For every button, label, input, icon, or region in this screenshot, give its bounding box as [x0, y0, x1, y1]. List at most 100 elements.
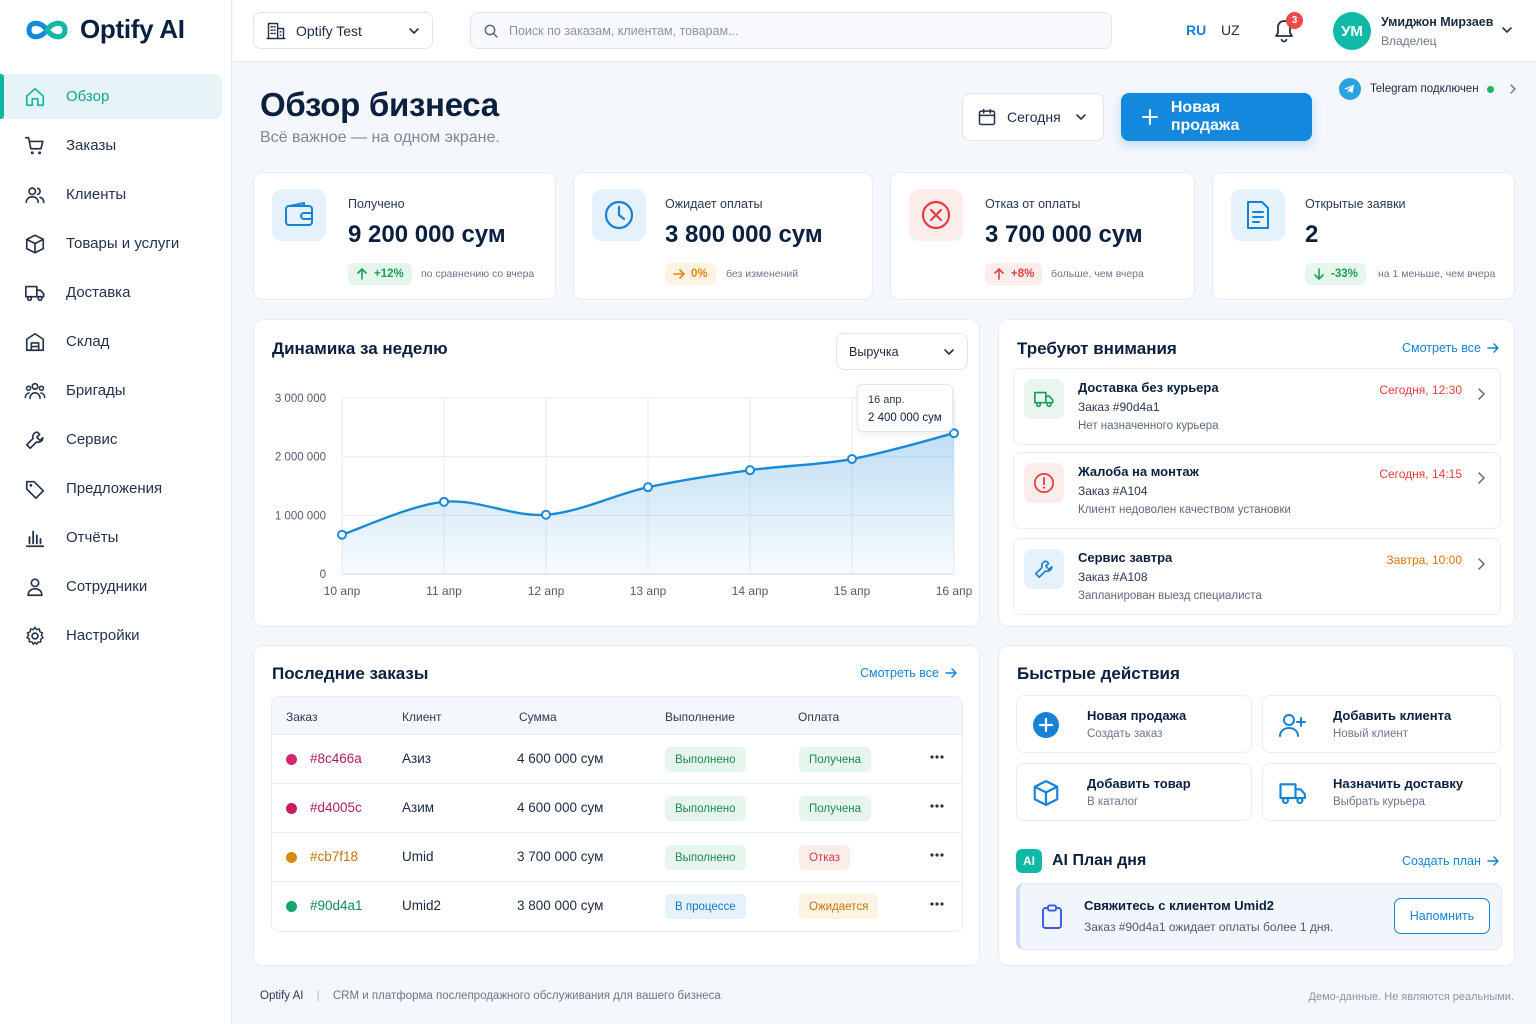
search-icon [484, 24, 498, 38]
truck-icon [1279, 783, 1306, 805]
truck-icon [1034, 391, 1054, 408]
quick-action-assign-delivery[interactable]: Назначить доставку Выбрать курьера [1262, 763, 1501, 821]
column-header[interactable]: Клиент [402, 710, 442, 724]
clipboard-icon [1042, 904, 1062, 929]
logo[interactable]: Optify AI [22, 14, 185, 45]
more-icon[interactable] [930, 902, 944, 906]
stat-value: 2 [1305, 221, 1319, 248]
column-header[interactable]: Заказ [286, 710, 318, 724]
search-input[interactable] [509, 23, 1069, 38]
ai-plan-title: AI План дня [1052, 852, 1147, 869]
column-header[interactable]: Выполнение [665, 710, 735, 724]
table-row[interactable]: #8c466a Азиз 4 600 000 сум Выполнено Пол… [272, 735, 962, 784]
wrench-icon [1034, 560, 1053, 579]
order-id-link[interactable]: #cb7f18 [310, 849, 359, 864]
metric-select[interactable]: Выручка [836, 333, 968, 370]
ai-task: Свяжитесь с клиентом Umid2 Заказ #90d4a1… [1016, 883, 1502, 950]
avatar[interactable]: УМ [1333, 12, 1371, 50]
chart-point[interactable] [949, 428, 959, 439]
attention-item-time: Сегодня, 14:15 [1379, 467, 1462, 481]
table-row[interactable]: #d4005c Азим 4 600 000 сум Выполнено Пол… [272, 784, 962, 833]
sidebar-item-label: Склад [66, 333, 110, 350]
sidebar-item-teams[interactable]: Бригады [0, 368, 232, 413]
chart-point[interactable] [643, 482, 653, 493]
orders-view-all-link[interactable]: Смотреть все [860, 666, 957, 680]
sidebar-item-label: Товары и услуги [66, 235, 180, 252]
chevron-down-icon[interactable] [1501, 24, 1513, 36]
notification-badge: 3 [1286, 12, 1303, 29]
sidebar-item-offers[interactable]: Предложения [0, 466, 232, 511]
chart-point[interactable] [847, 454, 857, 465]
telegram-icon [1339, 78, 1361, 100]
lang-uz[interactable]: UZ [1221, 22, 1240, 38]
attention-icon-box [1024, 549, 1064, 589]
user-name: Умиджон Мирзаев [1381, 15, 1494, 29]
quick-action-sub: Выбрать курьера [1333, 796, 1425, 808]
order-id-link[interactable]: #d4005c [310, 800, 362, 815]
more-icon[interactable] [930, 853, 944, 857]
quick-action-new-sale[interactable]: Новая продажа Создать заказ [1016, 695, 1252, 753]
quick-action-add-product[interactable]: Добавить товар В каталог [1016, 763, 1252, 821]
table-row[interactable]: #cb7f18 Umid 3 700 000 сум Выполнено Отк… [272, 833, 962, 882]
order-id-link[interactable]: #8c466a [310, 751, 362, 766]
arrow-right-icon [945, 668, 957, 678]
x-tick-label: 13 апр [630, 584, 667, 598]
create-plan-link[interactable]: Создать план [1402, 854, 1499, 868]
attention-item-desc: Клиент недоволен качеством установки [1078, 504, 1291, 516]
org-selector[interactable]: Optify Test [253, 12, 433, 49]
attention-view-all-link[interactable]: Смотреть все [1402, 341, 1499, 355]
more-icon[interactable] [930, 755, 944, 759]
table-header: Заказ Клиент Сумма Выполнение Оплата [272, 697, 962, 735]
attention-item[interactable]: Жалоба на монтаж Заказ #A104 Клиент недо… [1013, 452, 1501, 529]
quick-action-add-client[interactable]: Добавить клиента Новый клиент [1262, 695, 1501, 753]
attention-item[interactable]: Доставка без курьера Заказ #90d4a1 Нет н… [1013, 368, 1501, 445]
y-tick-label: 0 [320, 569, 326, 581]
chart-point[interactable] [439, 496, 449, 507]
sidebar-item-service[interactable]: Сервис [0, 417, 232, 462]
sidebar-item-warehouse[interactable]: Склад [0, 319, 232, 364]
more-icon[interactable] [930, 804, 944, 808]
date-filter-label: Сегодня [1007, 109, 1061, 125]
attention-item-desc: Запланирован выезд специалиста [1078, 590, 1262, 602]
sidebar-item-employees[interactable]: Сотрудники [0, 564, 232, 609]
order-client: Umid [402, 849, 434, 864]
y-tick-label: 3 000 000 [275, 393, 326, 405]
person-icon [27, 577, 43, 596]
box-icon [1033, 780, 1059, 806]
table-row[interactable]: #90d4a1 Umid2 3 800 000 сум В процессе О… [272, 882, 962, 931]
order-sum: 3 800 000 сум [517, 898, 604, 913]
telegram-status[interactable]: Telegram подключен [1338, 77, 1518, 101]
sidebar-item-orders[interactable]: Заказы [0, 123, 232, 168]
stat-card-open-requests: Открытые заявки 2 -33% на 1 меньше, чем … [1212, 172, 1515, 300]
chart-point[interactable] [337, 529, 347, 540]
attention-item-order: Заказ #90d4a1 [1078, 400, 1160, 414]
attention-item[interactable]: Сервис завтра Заказ #A108 Запланирован в… [1013, 538, 1501, 615]
ai-task-desc: Заказ #90d4a1 ожидает оплаты более 1 дня… [1084, 920, 1334, 934]
x-circle-icon [921, 200, 951, 230]
calendar-icon [978, 108, 996, 126]
sidebar-item-clients[interactable]: Клиенты [0, 172, 232, 217]
lang-ru[interactable]: RU [1186, 22, 1207, 38]
column-header[interactable]: Сумма [519, 710, 557, 724]
sidebar-item-settings[interactable]: Настройки [0, 613, 232, 658]
chart-point[interactable] [745, 465, 755, 476]
sidebar-item-delivery[interactable]: Доставка [0, 270, 232, 315]
remind-button[interactable]: Напомнить [1394, 898, 1490, 934]
link-label: Создать план [1402, 854, 1481, 868]
weekly-chart-title: Динамика за неделю [272, 339, 448, 358]
weekly-chart: 0 1 000 000 2 000 000 3 000 000 10 апр 11 ап… [275, 393, 973, 598]
wallet-icon [285, 202, 313, 226]
weekly-chart-card: Динамика за неделю Выручка 0 1 000 000 2 0… [253, 319, 980, 627]
chart-point[interactable] [541, 509, 551, 520]
new-sale-button[interactable]: Новая продажа [1121, 93, 1312, 141]
sidebar-item-overview[interactable]: Обзор [0, 74, 222, 119]
sidebar-item-products[interactable]: Товары и услуги [0, 221, 232, 266]
column-header[interactable]: Оплата [798, 710, 840, 724]
document-icon [1247, 201, 1269, 229]
order-id-link[interactable]: #90d4a1 [310, 898, 363, 913]
date-filter[interactable]: Сегодня [962, 93, 1104, 141]
quick-action-title: Новая продажа [1087, 708, 1187, 723]
stat-icon-box [1231, 189, 1285, 241]
sidebar-item-reports[interactable]: Отчёты [0, 515, 232, 560]
box-icon [25, 233, 45, 254]
